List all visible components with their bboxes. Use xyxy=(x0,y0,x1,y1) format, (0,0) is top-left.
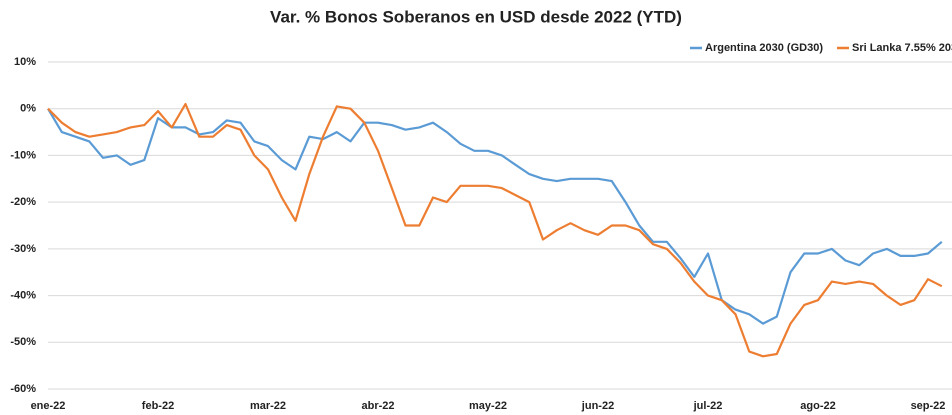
chart-title: Var. % Bonos Soberanos en USD desde 2022… xyxy=(270,7,682,26)
y-tick-label: 10% xyxy=(14,56,36,68)
x-tick-label: may-22 xyxy=(469,400,507,412)
x-tick-label: abr-22 xyxy=(361,400,394,412)
y-tick-label: -40% xyxy=(10,289,36,301)
y-tick-label: -50% xyxy=(10,336,36,348)
x-tick-label: mar-22 xyxy=(250,400,286,412)
legend-label: Argentina 2030 (GD30) xyxy=(705,42,823,54)
x-tick-label: sep-22 xyxy=(911,400,946,412)
y-tick-label: -60% xyxy=(10,383,36,395)
x-tick-label: ene-22 xyxy=(31,400,66,412)
y-tick-label: -10% xyxy=(10,149,36,161)
y-tick-label: -20% xyxy=(10,196,36,208)
legend-label: Sri Lanka 7.55% 2030 xyxy=(852,42,952,54)
series-line xyxy=(47,102,943,358)
x-tick-label: ago-22 xyxy=(800,400,835,412)
x-tick-label: jun-22 xyxy=(581,400,614,412)
y-tick-label: -30% xyxy=(10,243,36,255)
series-line xyxy=(47,108,943,325)
x-tick-label: feb-22 xyxy=(142,400,174,412)
x-tick-label: jul-22 xyxy=(693,400,723,412)
y-tick-label: 0% xyxy=(20,103,36,115)
